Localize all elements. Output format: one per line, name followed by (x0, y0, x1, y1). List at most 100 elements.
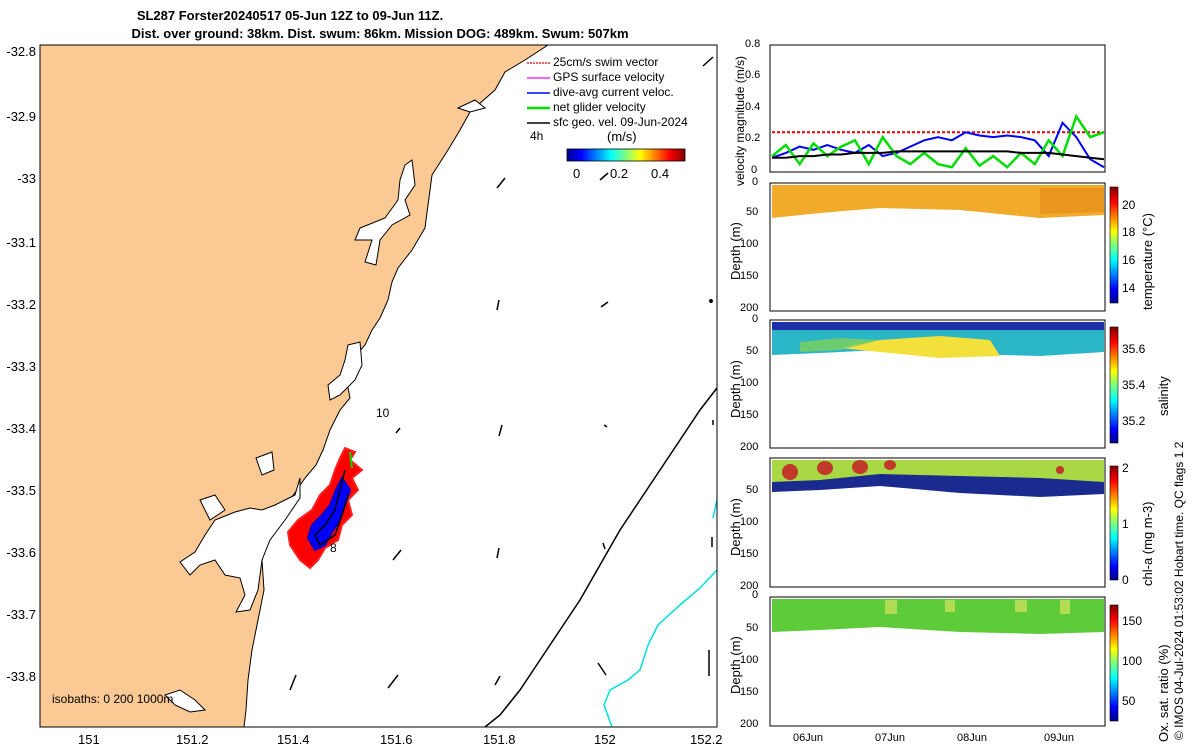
salinity-colorbar (1109, 326, 1119, 444)
vel-ytick-1: 0.2 (745, 132, 761, 144)
chla-ytick-4: 200 (740, 580, 759, 592)
date-tick-2: 08Jun (957, 732, 987, 744)
title-line-1: SL287 Forster20240517 05-Jun 12Z to 09-J… (136, 8, 444, 23)
chla-cbar-tick-0: 2 (1122, 461, 1129, 475)
oxygen-section (772, 599, 1104, 634)
lon-tick-5: 152 (594, 732, 616, 747)
vel-ytick-3: 0.6 (745, 69, 761, 81)
lon-tick-4: 151.8 (483, 732, 516, 747)
oxygen-colorbar (1109, 604, 1119, 722)
vel-ytick-0: 0 (751, 164, 758, 176)
legend-unit-label: (m/s) (607, 129, 637, 144)
lat-tick-1: -32.9 (6, 109, 36, 124)
ox-ytick-1: 50 (746, 622, 759, 634)
chla-ytick-2: 100 (740, 516, 759, 528)
salinity-green (800, 338, 880, 352)
isobath-200m (484, 387, 717, 727)
chla-hotspots (782, 460, 1064, 480)
colorbar-tick-1: 0.2 (610, 166, 629, 181)
glider-net-velocity (349, 451, 353, 469)
lake-1 (354, 159, 416, 266)
sal-ytick-1: 50 (746, 345, 759, 357)
lat-tick-0: -32.8 (6, 44, 36, 59)
lon-tick-2: 151.4 (277, 732, 310, 747)
date-tick-0: 06Jun (793, 732, 823, 744)
oxygen-highlights (885, 600, 1070, 614)
legend-arrows (527, 62, 550, 124)
isobath-label: isobaths: 0 200 1000m (52, 692, 174, 706)
sal-cbar-tick-1: 35.4 (1122, 378, 1146, 392)
ox-ytick-4: 200 (740, 718, 759, 730)
sal-ytick-0: 0 (752, 313, 759, 325)
contour-label-10: 10 (376, 406, 390, 420)
legend-net-glider-velocity: net glider velocity (553, 100, 646, 114)
lat-tick-10: -33.8 (6, 669, 36, 684)
lon-tick-6: 152.2 (690, 732, 723, 747)
temp-ytick-2: 100 (740, 238, 759, 250)
estuary-arm (199, 494, 226, 521)
imos-credit: © IMOS 04-Jul-2024 01:53:02 Hobart time.… (1172, 441, 1186, 740)
salinity-surface (772, 322, 1104, 330)
date-tick-1: 07Jun (875, 732, 905, 744)
temp-ytick-4: 200 (740, 302, 759, 314)
chla-ytick-1: 50 (746, 484, 759, 496)
lat-tick-4: -33.2 (6, 297, 36, 312)
temperature-cbar-label: temperature (°C) (1140, 213, 1155, 310)
sal-cbar-tick-0: 35.6 (1122, 342, 1146, 356)
lon-tick-1: 151.2 (176, 732, 209, 747)
velocity-series-group (771, 113, 1105, 169)
temp-ytick-3: 150 (740, 270, 759, 282)
legend-swim-vector: 25cm/s swim vector (553, 55, 659, 69)
lat-tick-3: -33.1 (6, 235, 36, 250)
sal-ytick-2: 100 (740, 377, 759, 389)
ox-ytick-3: 150 (740, 686, 759, 698)
ox-cbar-tick-0: 150 (1122, 614, 1143, 628)
temp-cbar-tick-1: 18 (1122, 225, 1136, 239)
geo-velocity-arrows (289, 56, 714, 691)
salinity-cbar-label: salinity (1156, 376, 1171, 416)
lat-tick-9: -33.7 (6, 607, 36, 622)
temperature-section (772, 185, 1104, 218)
salinity-core (840, 336, 1000, 358)
sal-cbar-tick-2: 35.2 (1122, 414, 1146, 428)
temperature-colorbar (1109, 186, 1119, 304)
sal-ytick-4: 200 (740, 441, 759, 453)
vel-ytick-4: 0.8 (745, 38, 761, 50)
ox-cbar-tick-1: 100 (1122, 654, 1143, 668)
lat-tick-6: -33.4 (6, 421, 36, 436)
temp-ytick-0: 0 (752, 176, 759, 188)
temp-ytick-1: 50 (746, 206, 759, 218)
chla-cbar-label: chl-a (mg m-3) (1140, 501, 1155, 586)
legend-gps-velocity: GPS surface velocity (553, 70, 665, 84)
title-line-2: Dist. over ground: 38km. Dist. swum: 86k… (131, 26, 629, 41)
velocity-series-sfc-geo-vel- (772, 150, 1105, 161)
track-label-8: 8 (330, 541, 337, 555)
vel-ytick-2: 0.4 (745, 101, 761, 113)
ox-cbar-tick-2: 50 (1122, 694, 1136, 708)
lon-tick-0: 151 (78, 732, 100, 747)
lat-tick-7: -33.5 (6, 483, 36, 498)
velocity-series-dive-avg-current-veloc- (771, 121, 1105, 169)
lat-tick-5: -33.3 (6, 359, 36, 374)
speed-colorbar (566, 148, 686, 162)
ox-ytick-2: 100 (740, 654, 759, 666)
lat-tick-8: -33.6 (6, 545, 36, 560)
ox-ytick-0: 0 (752, 589, 759, 601)
sal-ytick-3: 150 (740, 409, 759, 421)
isobath-1000m (603, 499, 717, 727)
temp-cbar-tick-2: 16 (1122, 253, 1136, 267)
estuary-south (164, 689, 207, 713)
chla-cbar-tick-1: 1 (1122, 517, 1129, 531)
map-frame (39, 44, 718, 728)
temp-cbar-tick-0: 20 (1122, 198, 1136, 212)
temperature-warm-core (1040, 188, 1104, 214)
colorbar-tick-2: 0.4 (651, 166, 670, 181)
legend-dive-avg-current: dive-avg current veloc. (553, 85, 674, 99)
legend-time-label: 4h (530, 129, 544, 143)
glider-track-black (314, 469, 349, 547)
chla-colorbar (1109, 465, 1119, 581)
lat-tick-2: -33 (17, 171, 36, 186)
lake-4 (255, 451, 275, 476)
lake-2 (456, 99, 487, 113)
